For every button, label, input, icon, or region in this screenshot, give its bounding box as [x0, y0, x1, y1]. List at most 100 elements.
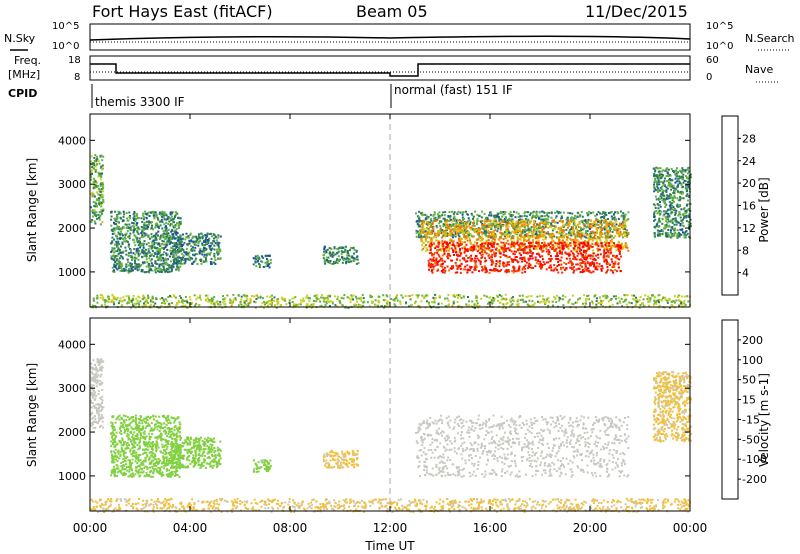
echo-cell	[538, 227, 541, 229]
echo-cell	[597, 265, 600, 268]
echo-cell	[535, 248, 538, 250]
echo-cell	[330, 254, 333, 257]
echo-cell	[174, 226, 177, 229]
echo-cell	[329, 252, 331, 254]
echo-cell	[166, 263, 169, 265]
echo-cell	[159, 234, 162, 237]
echo-cell	[130, 267, 133, 270]
echo-cell	[491, 253, 494, 256]
echo-cell	[490, 214, 493, 217]
echo-cell	[175, 211, 178, 214]
echo-cell	[117, 240, 120, 243]
echo-cell	[485, 225, 488, 228]
echo-cell	[429, 238, 432, 241]
echo-cell	[177, 224, 180, 227]
echo-cell	[98, 218, 101, 221]
echo-cell	[549, 233, 552, 236]
echo-cell	[439, 227, 442, 230]
echo-cell	[184, 251, 187, 254]
echo-cell	[607, 256, 610, 259]
echo-cell	[585, 252, 587, 255]
echo-cell	[203, 249, 205, 252]
echo-cell	[347, 251, 349, 254]
echo-cell	[677, 296, 679, 298]
echo-cell	[288, 301, 291, 304]
echo-cell	[457, 234, 460, 237]
echo-cell	[517, 269, 520, 272]
echo-cell	[102, 200, 105, 203]
echo-cell	[611, 303, 614, 306]
echo-cell	[444, 226, 447, 229]
echo-cell	[579, 247, 581, 250]
echo-cell	[252, 257, 255, 260]
echo-cell	[586, 245, 589, 247]
echo-cell	[408, 295, 411, 297]
echo-cell	[137, 302, 140, 305]
echo-cell	[148, 244, 151, 247]
echo-cell	[468, 233, 471, 235]
echo-cell	[550, 222, 553, 225]
echo-cell	[423, 245, 426, 248]
echo-cell	[119, 251, 122, 254]
echo-cell	[561, 242, 564, 245]
echo-cell	[124, 236, 126, 239]
echo-cell	[100, 165, 103, 168]
echo-cell	[459, 247, 461, 250]
echo-cell	[572, 221, 575, 224]
echo-cell	[213, 256, 216, 259]
echo-cell	[531, 211, 534, 214]
echo-cell	[605, 236, 608, 239]
echo-cell	[510, 257, 513, 260]
echo-cell	[467, 233, 470, 236]
echo-cell	[270, 304, 273, 307]
echo-cell	[536, 253, 539, 255]
echo-cell	[624, 242, 627, 245]
echo-cell	[180, 258, 183, 261]
echo-cell	[544, 236, 547, 239]
echo-cell	[493, 241, 496, 244]
echo-cell	[585, 234, 588, 237]
echo-cell	[607, 300, 610, 303]
echo-cell	[432, 235, 435, 238]
echo-cell	[92, 184, 95, 187]
echo-cell	[206, 294, 209, 297]
echo-cell	[99, 214, 102, 217]
echo-cell	[500, 246, 503, 249]
echo-cell	[354, 303, 357, 306]
echo-cell	[540, 218, 543, 221]
echo-cell	[151, 246, 154, 249]
echo-cell	[485, 230, 488, 233]
echo-cell	[582, 227, 585, 230]
echo-cell	[455, 244, 458, 247]
echo-cell	[571, 212, 574, 215]
echo-cell	[189, 257, 192, 259]
echo-cell	[142, 235, 145, 238]
echo-cell	[524, 230, 526, 233]
echo-cell	[463, 241, 466, 244]
echo-cell	[515, 250, 518, 253]
echo-cell	[118, 228, 121, 231]
echo-cell	[611, 260, 614, 263]
echo-cell	[446, 265, 449, 268]
echo-cell	[131, 303, 134, 306]
echo-cell	[94, 170, 97, 173]
echo-cell	[593, 263, 596, 266]
echo-cell	[530, 255, 533, 257]
echo-cell	[494, 234, 497, 237]
echo-cell	[165, 218, 168, 221]
echo-cell	[512, 271, 515, 274]
echo-cell	[494, 267, 497, 270]
echo-cell	[429, 221, 432, 224]
echo-cell	[512, 252, 515, 255]
echo-cell	[163, 262, 166, 265]
echo-cell	[523, 247, 526, 249]
echo-cell	[574, 237, 577, 240]
echo-cell	[466, 213, 469, 216]
echo-cell	[416, 296, 419, 299]
echo-cell	[481, 238, 484, 241]
echo-cell	[446, 244, 449, 247]
echo-cell	[443, 231, 446, 234]
echo-cell	[90, 206, 93, 209]
echo-cell	[113, 271, 116, 273]
echo-cell	[166, 240, 169, 243]
